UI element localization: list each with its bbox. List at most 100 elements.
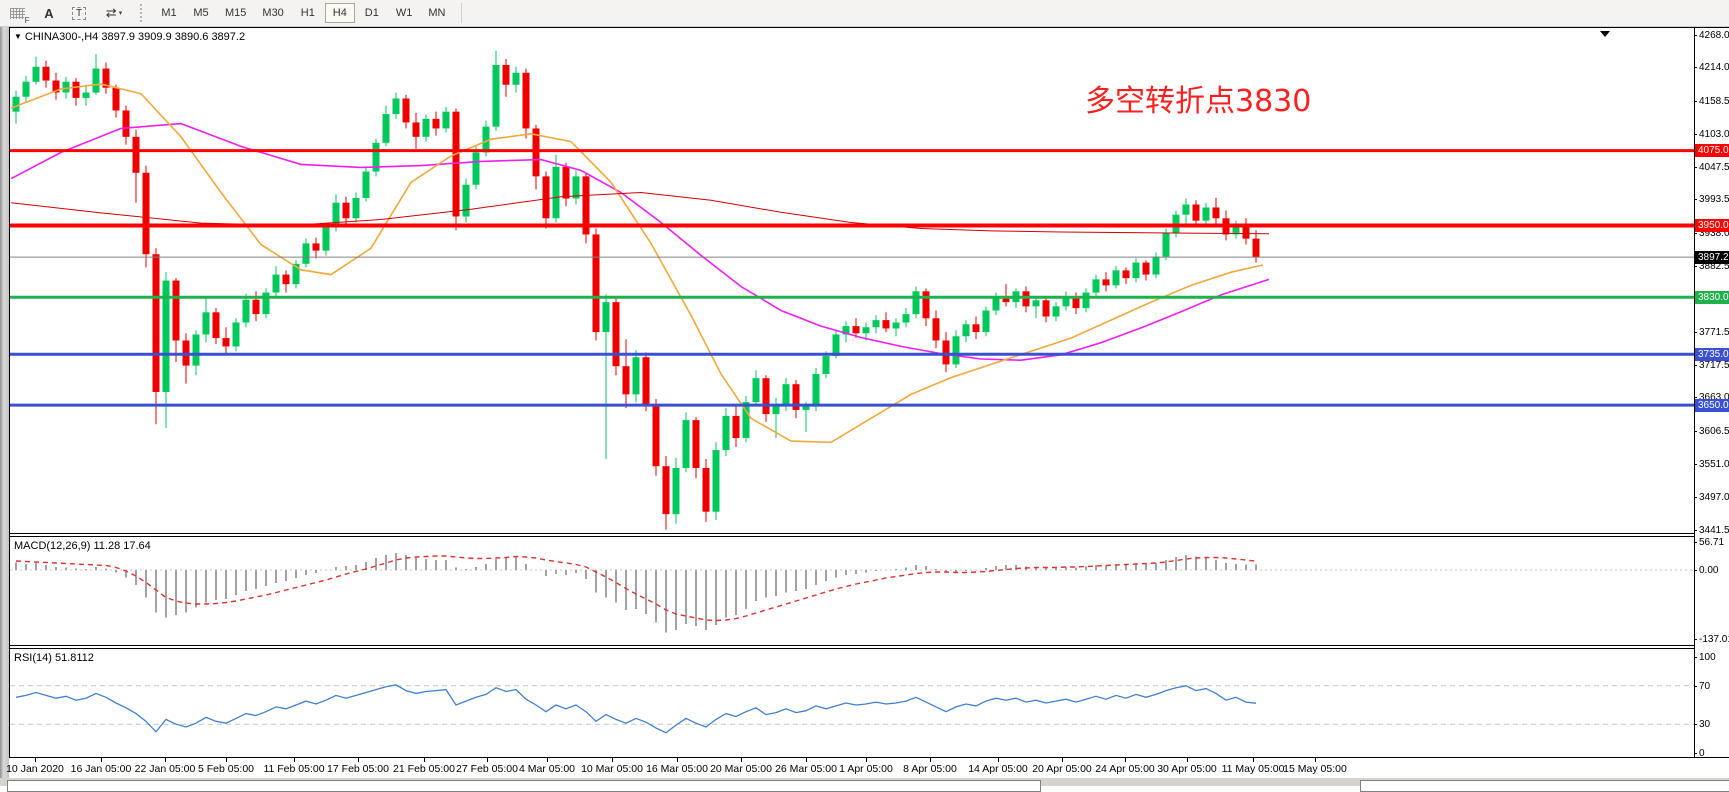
scroll-to-end-marker-icon[interactable] [1600,31,1610,37]
chart-top-border [9,27,1729,28]
rsi-label: RSI(14) 51.8112 [14,652,94,664]
text-tool-button[interactable]: T [65,1,93,25]
time-label: 5 Feb 05:00 [197,763,255,775]
rsi-tick-70: 70 [1693,681,1710,692]
font-tool-button[interactable]: A [35,1,63,25]
rsi-tick-100: 100 [1694,652,1716,663]
time-axis[interactable]: 10 Jan 2020 16 Jan 05:00 22 Jan 05:00 5 Feb… [6,758,1729,778]
price-tick-4268.0: 4268.0 [1694,30,1729,41]
time-label: 20 Mar 05:00 [710,763,772,775]
price-badge-4075.0: 4075.0 [1695,144,1729,158]
symbol-ohlc-label[interactable]: ▼ CHINA300-,H4 3897.9 3909.9 3890.6 3897.… [14,31,245,43]
macd-chart[interactable] [10,537,1694,645]
price-tick-3441.5: 3441.5 [1694,525,1729,536]
time-tick [930,758,931,762]
time-tick [358,758,359,762]
time-tick [612,758,613,762]
dropdown-triangle-icon[interactable]: ▼ [14,32,22,41]
timeframe-button-m1[interactable]: M1 [154,3,184,23]
splitter-main-macd[interactable] [9,533,1729,534]
timeframe-button-d1[interactable]: D1 [357,3,387,23]
time-label: 17 Feb 05:00 [327,763,389,775]
macd-histogram [15,553,1257,633]
time-tick [1062,758,1063,762]
rsi-line [15,684,1257,734]
bottom-status-strip [0,778,1729,792]
time-label: 16 Jan 05:00 [70,763,132,775]
candlestick-chart[interactable] [10,28,1694,533]
time-axis-border [9,757,1729,758]
symbol-line-text: CHINA300-,H4 3897.9 3909.9 3890.6 3897.2 [24,31,246,43]
time-label: 14 Apr 05:00 [968,763,1028,775]
time-label: 20 Apr 05:00 [1032,763,1092,775]
time-label: 11 Feb 05:00 [263,763,325,775]
price-axis[interactable]: 4268.0 4214.0 4158.5 4103.0 4047.5 3993.5 3938… [1693,28,1729,759]
time-label: 4 Mar 05:00 [518,763,576,775]
macd-label: MACD(12,26,9) 11.28 17.64 [14,540,151,552]
time-tick [101,758,102,762]
time-tick [487,758,488,762]
splitter-macd-rsi-2[interactable] [9,648,1729,649]
timeframe-button-h4[interactable]: H4 [324,3,355,23]
time-label: 15 May 05:00 [1283,763,1347,775]
price-chart-panel[interactable]: ▼ CHINA300-,H4 3897.9 3909.9 3890.6 3897.… [10,28,1694,533]
dock-grip-icon[interactable]: F [1,1,33,25]
bottom-tab-box-2[interactable] [1360,780,1729,792]
price-tick-3663.0: 3663.0 [1694,392,1729,403]
time-label: 10 Jan 2020 [6,763,64,775]
rsi-tick-0: 0 [1694,748,1705,759]
price-tick-4214.0: 4214.0 [1694,62,1729,73]
time-tick [1125,758,1126,762]
toolbar-grip[interactable] [140,4,147,22]
time-label: 24 Apr 05:00 [1095,763,1155,775]
time-label: 1 Apr 05:00 [839,763,893,775]
time-tick [1315,758,1316,762]
price-tick-3882.5: 3882.5 [1694,261,1729,272]
time-tick [35,758,36,762]
splitter-main-macd-2[interactable] [9,536,1729,537]
price-tick-3938.0: 3938.0 [1694,228,1729,239]
text-box-icon: T [71,6,87,20]
time-tick [1253,758,1254,762]
time-label: 11 May 05:00 [1221,763,1285,775]
timeframe-toolbar: M1 M5 M15 M30 H1 H4 D1 W1 MN [153,3,453,23]
timeframe-button-h1[interactable]: H1 [293,3,323,23]
macd-panel[interactable]: MACD(12,26,9) 11.28 17.64 [10,537,1694,645]
bottom-tab-box[interactable] [7,780,1041,792]
macd-tick-0.00: 0.00 [1693,565,1718,576]
time-tick [866,758,867,762]
time-label: 16 Mar 05:00 [646,763,708,775]
price-tick-4047.5: 4047.5 [1694,162,1729,173]
macd-signal-line [15,555,1257,622]
price-tick-3993.5: 3993.5 [1694,194,1729,205]
time-tick [294,758,295,762]
timeframe-button-m5[interactable]: M5 [186,3,216,23]
ma-orange[interactable] [10,83,1264,444]
timeframe-button-m15[interactable]: M15 [218,3,253,23]
price-badge-3897.2: 3897.2 [1695,250,1729,264]
price-tick-3551.0: 3551.0 [1694,459,1729,470]
splitter-macd-rsi[interactable] [9,645,1729,646]
time-tick [226,758,227,762]
toolbar-separator [461,3,463,23]
time-label: 27 Feb 05:00 [456,763,518,775]
time-tick [677,758,678,762]
time-tick [806,758,807,762]
rsi-tick-30: 30 [1693,719,1710,730]
price-badge-3650.0: 3650.0 [1695,398,1729,412]
time-label: 22 Jan 05:00 [134,763,196,775]
timeframe-button-m30[interactable]: M30 [255,3,290,23]
rsi-chart[interactable] [10,649,1694,757]
chevron-down-icon: ▾ [118,10,123,17]
chart-annotation-text[interactable]: 多空转折点3830 [1085,84,1312,119]
ma-magenta[interactable] [10,122,1270,362]
time-tick [165,758,166,762]
timeframe-button-mn[interactable]: MN [421,3,452,23]
cursor-mode-button[interactable]: ⇄ ▾ [95,1,133,25]
price-tick-3497.0: 3497.0 [1694,492,1729,503]
grid-f-icon: F [9,7,31,25]
time-tick [1187,758,1188,762]
timeframe-button-w1[interactable]: W1 [389,3,420,23]
rsi-panel[interactable]: RSI(14) 51.8112 [10,649,1694,757]
price-badge-3830.0: 3830.0 [1695,290,1729,304]
